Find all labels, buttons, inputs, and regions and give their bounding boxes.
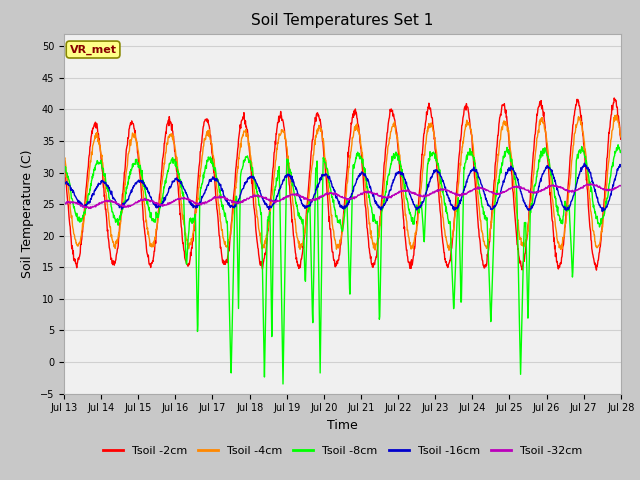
Text: VR_met: VR_met [70,44,116,55]
Title: Soil Temperatures Set 1: Soil Temperatures Set 1 [252,13,433,28]
Y-axis label: Soil Temperature (C): Soil Temperature (C) [21,149,35,278]
X-axis label: Time: Time [327,419,358,432]
Legend: Tsoil -2cm, Tsoil -4cm, Tsoil -8cm, Tsoil -16cm, Tsoil -32cm: Tsoil -2cm, Tsoil -4cm, Tsoil -8cm, Tsoi… [99,441,586,460]
